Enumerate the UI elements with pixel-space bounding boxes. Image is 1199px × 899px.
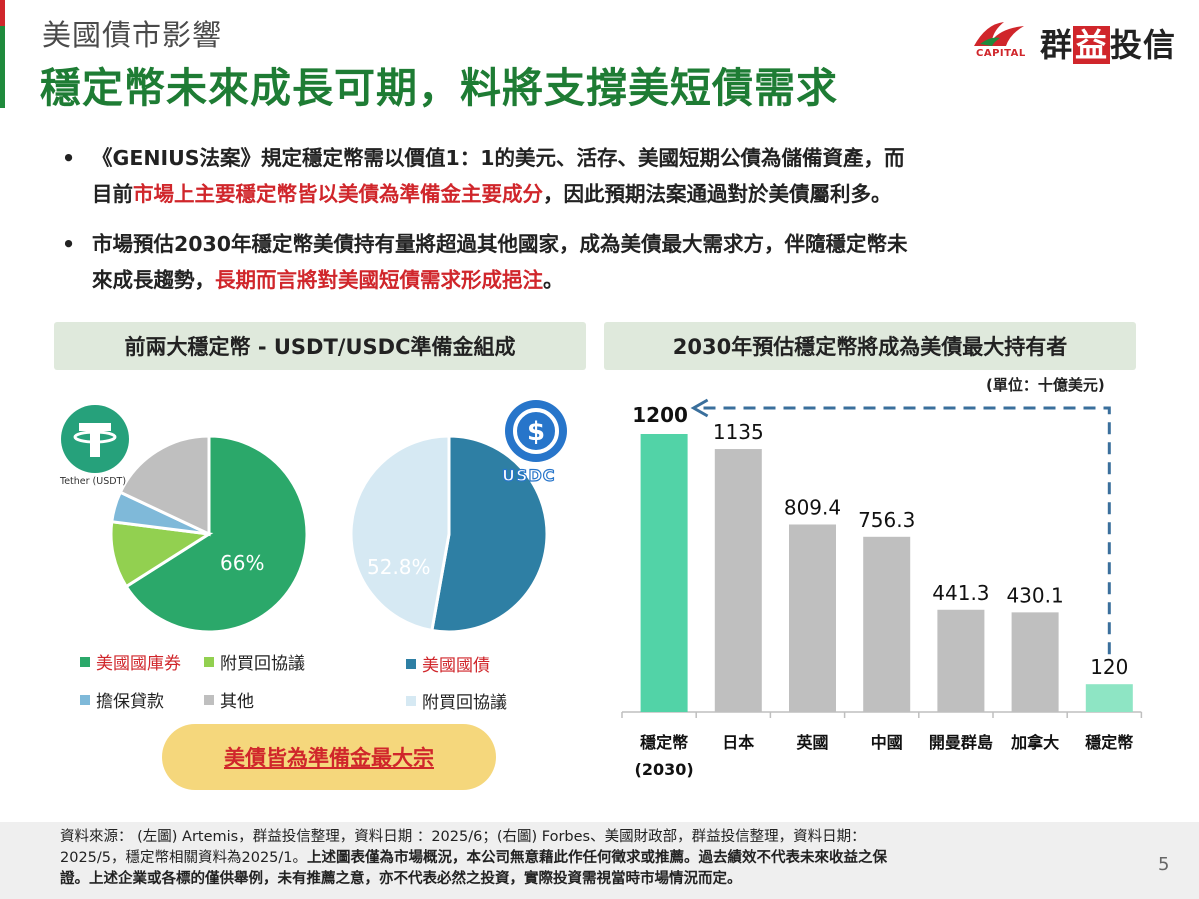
legend-label: 美國國債 (422, 656, 490, 676)
callout-badge: 美債皆為準備金最大宗 (162, 724, 496, 790)
x-tick-label: 中國 (871, 733, 903, 752)
legend-swatch (80, 656, 90, 667)
accent-bar-green (0, 26, 5, 108)
tether-label: Tether (USDT) (60, 476, 127, 487)
logo-text-highlight: 益 (1073, 26, 1111, 64)
legend-label: 美國國庫券 (96, 654, 181, 674)
usdc-icon: $ (505, 400, 567, 462)
legend-item: 美國國債 (406, 651, 490, 676)
bullet-highlight: 市場上主要穩定幣皆以美債為準備金主要成分 (133, 182, 543, 206)
bar (1011, 612, 1059, 712)
x-tick-label: 穩定幣 (1085, 733, 1133, 752)
bar-value-label: 756.3 (858, 508, 915, 532)
footer: 資料來源： (左圖) Artemis，群益投信整理，資料日期 ：2025/6；(… (0, 822, 1199, 899)
bar (863, 536, 911, 712)
footer-disclaimer: 上述圖表僅為市場概況，本公司無意藉此作任何徵求或推薦。過去績效不代表未來收益之保 (307, 850, 888, 866)
svg-text:$: $ (527, 417, 545, 447)
legend-swatch (80, 694, 90, 705)
bar (1085, 684, 1133, 712)
legend-item: 其他 (204, 687, 254, 712)
bullet-text: 來成長趨勢， (92, 268, 215, 292)
pie-slice (124, 434, 309, 634)
bullet-line: 市場預估2030年穩定幣美債持有量將超過其他國家，成為美債最大需求方，伴隨穩定幣… (92, 232, 908, 256)
page-title: 穩定幣未來成長可期，料將支撐美短債需求 (40, 64, 838, 112)
left-panel-heading: 前兩大穩定幣 - USDT/USDC準備金組成 (54, 322, 586, 370)
arrow-head-icon (690, 398, 709, 418)
logo-text-pre: 群 (1040, 26, 1074, 64)
bullet-marker: • (62, 146, 76, 170)
pie-slice (118, 434, 211, 537)
pie-slice (430, 434, 549, 634)
legend-item: 美國國庫券 (80, 649, 181, 674)
legend-label: 附買回協議 (422, 693, 507, 713)
company-logo: CAPITAL 群益投信 (970, 18, 1185, 64)
x-tick-label: 穩定幣 (640, 733, 688, 752)
bullet-line: 目前市場上主要穩定幣皆以美債為準備金主要成分，因此預期法案通過對於美債屬利多。 (92, 176, 1157, 212)
x-tick-label: (2030) (635, 760, 694, 779)
bar-value-label: 430.1 (1006, 583, 1063, 607)
logo-wordmark: 群益投信 (1040, 20, 1176, 66)
bullet-highlight: 長期而言將對美國短債需求形成挹注 (215, 268, 543, 292)
x-tick-label: 日本 (722, 733, 754, 752)
legend-item: 擔保貸款 (80, 687, 164, 712)
legend-swatch (406, 695, 416, 706)
footer-line: 證。上述企業或各標的僅供舉例，未有推薦之意，亦不代表必然之投資，實際投資需視當時… (60, 869, 1120, 890)
capital-logo-icon (974, 22, 1024, 46)
pie-charts (109, 434, 549, 634)
bullet-item: • 市場預估2030年穩定幣美債持有量將超過其他國家，成為美債最大需求方，伴隨穩… (62, 226, 1157, 298)
x-tick-label: 英國 (795, 733, 828, 752)
bullet-text: 。 (543, 268, 564, 292)
bullet-list: • 《GENIUS法案》規定穩定幣需以價值1：1的美元、活存、美國短期公債為儲備… (62, 140, 1157, 312)
bar (640, 434, 688, 712)
pie-slice (349, 434, 451, 633)
dashed-arrow (697, 406, 1111, 655)
legend-label: 附買回協議 (220, 654, 305, 674)
bar-value-label: 120 (1090, 655, 1128, 679)
bar-chart: 1200 穩定幣 (2030) 1135 日本 809.4 英國 756.3 中國 441.3 開曼… (621, 398, 1143, 779)
bullet-marker: • (62, 232, 76, 256)
bullet-text: ，因此預期法案通過對於美債屬利多。 (543, 182, 892, 206)
page-number: 5 (1158, 854, 1170, 875)
unit-label: (單位：十億美元) (986, 376, 1105, 394)
page-subtitle: 美國債市影響 (42, 18, 223, 52)
legend-label: 擔保貸款 (96, 692, 164, 712)
footer-line: 2025/5，穩定幣相關資料為2025/1。上述圖表僅為市場概況，本公司無意藉此… (60, 848, 1120, 869)
bar (714, 449, 762, 712)
bar-value-label: 441.3 (932, 581, 989, 605)
footer-line: 資料來源： (左圖) Artemis，群益投信整理，資料日期 ：2025/6；(… (60, 829, 866, 845)
legend-item: 附買回協議 (406, 688, 507, 713)
bullet-line: 《GENIUS法案》規定穩定幣需以價值1：1的美元、活存、美國短期公債為儲備資產… (92, 146, 905, 170)
usdc-label: USDC (501, 465, 556, 485)
x-tick-label: 開曼群島 (929, 733, 993, 752)
usdc-data-label: 52.8% (367, 555, 431, 579)
bullet-line: 來成長趨勢，長期而言將對美國短債需求形成挹注。 (92, 262, 1157, 298)
tether-icon (61, 405, 129, 473)
legend-swatch (204, 656, 214, 667)
bar-value-label: 1200 (632, 403, 688, 427)
x-tick-label: 加拿大 (1010, 733, 1059, 752)
bullet-item: • 《GENIUS法案》規定穩定幣需以價值1：1的美元、活存、美國短期公債為儲備… (62, 140, 1157, 212)
logo-text-post: 投信 (1110, 26, 1177, 64)
accent-bar-red (0, 0, 5, 26)
logo-caption: CAPITAL (976, 48, 1026, 59)
footer-source: 2025/5，穩定幣相關資料為2025/1。 (60, 850, 308, 866)
right-panel-heading: 2030年預估穩定幣將成為美債最大持有者 (604, 322, 1136, 370)
legend-label: 其他 (220, 692, 254, 712)
bar-value-label: 1135 (713, 420, 764, 444)
footer-text: 資料來源： (左圖) Artemis，群益投信整理，資料日期 ：2025/6；(… (60, 827, 1120, 890)
legend-swatch (406, 658, 416, 669)
callout-text: 美債皆為準備金最大宗 (224, 746, 434, 770)
bar (789, 524, 836, 712)
legend-swatch (204, 694, 214, 705)
bar-value-label: 809.4 (784, 495, 841, 519)
bullet-text: 目前 (92, 182, 133, 206)
footer-disclaimer: 證。上述企業或各標的僅供舉例，未有推薦之意，亦不代表必然之投資，實際投資需視當時… (60, 871, 742, 887)
bar (937, 609, 985, 712)
usdt-data-label: 66% (220, 551, 265, 575)
legend-item: 附買回協議 (204, 649, 305, 674)
